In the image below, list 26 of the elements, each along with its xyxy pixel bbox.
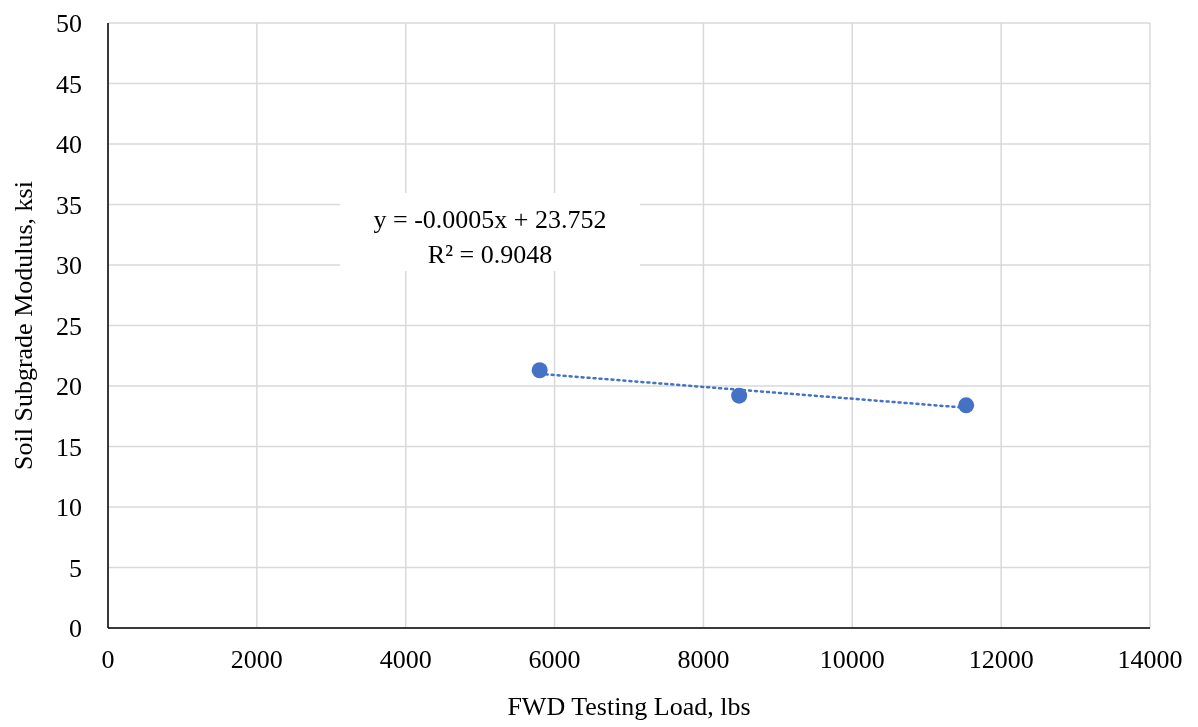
point <box>731 387 748 404</box>
x-tick-label: 12000 <box>968 645 1034 674</box>
x-tick-label: 14000 <box>1117 645 1183 674</box>
point <box>958 397 975 414</box>
x-tick-label: 8000 <box>677 645 730 674</box>
y-tick-label: 50 <box>56 9 82 38</box>
y-tick-label: 25 <box>56 311 82 341</box>
x-tick-label: 4000 <box>379 645 432 674</box>
y-tick-label: 5 <box>69 553 82 583</box>
annotation: y = -0.0005x + 23.752 <box>373 205 607 234</box>
x-tick-label: 2000 <box>230 645 283 674</box>
x-tick-label: 10000 <box>819 645 885 674</box>
y-tick-label: 35 <box>56 190 82 220</box>
x-tick-label: 0 <box>101 645 115 674</box>
y-tick-label: 10 <box>56 493 82 522</box>
y-tick-label: 45 <box>56 69 82 99</box>
annotation: R² = 0.9048 <box>427 240 553 269</box>
y-tick-label: 40 <box>56 130 82 159</box>
y-tick-label: 20 <box>56 372 82 401</box>
y-tick-label: 15 <box>56 432 82 462</box>
x-axis-title: FWD Testing Load, lbs <box>507 692 751 721</box>
point <box>531 362 548 379</box>
y-tick-label: 0 <box>69 614 82 643</box>
y-axis-title: Soil Subgrade Modulus, ksi <box>9 181 38 470</box>
x-tick-label: 6000 <box>528 645 581 674</box>
y-tick-label: 30 <box>56 251 82 280</box>
